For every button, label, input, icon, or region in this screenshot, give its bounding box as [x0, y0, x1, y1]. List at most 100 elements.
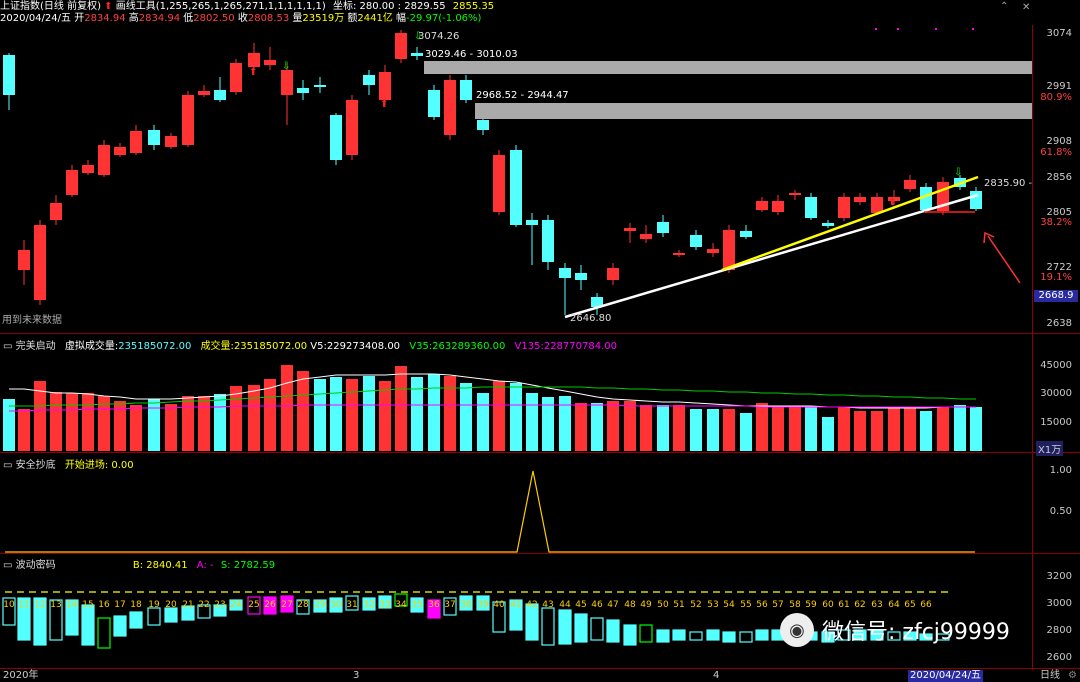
volume-bar [542, 397, 554, 451]
safety-chart[interactable] [0, 453, 1032, 553]
candle-body [248, 53, 260, 67]
wave-index-label: 27 [281, 600, 292, 610]
wave-index-label: 54 [723, 600, 735, 610]
volume-bar [624, 401, 636, 451]
wave-axis-2800: 2800 [1046, 625, 1072, 636]
wave-bar [706, 629, 720, 641]
volume-bar [920, 411, 932, 451]
wave-bar [689, 631, 703, 641]
wave-index-label: 58 [789, 600, 801, 610]
settings-icon[interactable]: ⚙ [1068, 670, 1077, 681]
volume-bar [214, 394, 226, 451]
wave-bar [525, 603, 539, 641]
volume-panel-title: 完美启动 [15, 341, 56, 352]
candlestick-chart[interactable]: ⇩ ⇩ ⇩ ⬆ ⬆ ⬆ [0, 25, 1032, 333]
open-value: 2834.94 [84, 13, 126, 24]
volume-bar [690, 409, 702, 451]
volume-bar [98, 396, 110, 451]
price-axis-label: 80.9% [1040, 92, 1072, 103]
candle-body [723, 230, 735, 270]
level2-annotation: 2968.52 - 2944.47 [476, 90, 569, 101]
wave-index-label: 49 [640, 600, 652, 610]
wave-index-label: 39 [477, 600, 489, 610]
volume-bar [297, 371, 309, 451]
up-arrow-icon: ⬆ [249, 67, 257, 78]
volume-bar [575, 403, 587, 451]
v135-label: V135: [514, 341, 544, 352]
wave-index-label: 59 [805, 600, 817, 610]
wave-index-label: 30 [330, 600, 342, 610]
candle-body [3, 55, 15, 95]
volume-bar [904, 407, 916, 451]
wave-bar [837, 629, 851, 641]
volume-bar [379, 381, 391, 451]
a-value: - [210, 560, 214, 571]
price-axis-label: 3074 [1046, 28, 1072, 39]
volume-bar [640, 405, 652, 451]
down-arrow-icon: ⇩ [282, 61, 290, 72]
wave-bar [623, 624, 637, 646]
wave-axis-3000: 3000 [1046, 598, 1072, 609]
pointer-arrow-icon [987, 235, 1021, 284]
wave-index-label: 20 [165, 600, 177, 610]
candle-body [66, 170, 78, 195]
volume-bar [954, 405, 966, 451]
wave-bar [870, 629, 884, 641]
candle-body [591, 297, 603, 307]
wave-bar [362, 597, 376, 611]
volume-bar [314, 379, 326, 451]
volume-bar [723, 409, 735, 451]
v5-line [9, 373, 976, 409]
wave-index-label: 46 [591, 600, 603, 610]
virtual-vol-label: 虚拟成交量: [64, 341, 119, 352]
coord-label: 坐标: [332, 1, 357, 12]
price-axis-label: 2805 [1046, 207, 1072, 218]
volume-bar [82, 393, 94, 451]
right-axis-divider [1032, 25, 1033, 670]
virtual-vol-value: 235185072.00 [118, 341, 192, 352]
wave-bar [936, 633, 950, 641]
vol-value: 23519万 [302, 13, 345, 24]
window-close-icon[interactable]: ✕ [1022, 2, 1031, 13]
candle-body [624, 228, 636, 231]
perfect-start-icon: ▭ [3, 341, 13, 352]
volume-bar [838, 407, 850, 451]
wave-bar [17, 597, 31, 641]
wave-bar [345, 595, 359, 611]
wave-index-label: 66 [920, 600, 932, 610]
wave-index-label: 37 [444, 600, 455, 610]
wave-index-label: 43 [542, 600, 553, 610]
resistance-band-1 [424, 61, 1032, 74]
wave-bar [65, 599, 79, 636]
low-value: 2802.50 [193, 13, 235, 24]
draw-tool-label[interactable]: 画线工具(1,255,265,1,265,271,1,1,1,1,1,1) [115, 1, 326, 12]
price-axis-label: 2991 [1046, 81, 1072, 92]
wave-index-label: 45 [575, 600, 586, 610]
level1-annotation: 3029.46 - 3010.03 [425, 49, 518, 60]
window-menu-icon[interactable]: ⌃ [1000, 1, 1009, 12]
volume-bar [789, 406, 801, 451]
volume-bar [970, 407, 982, 451]
wave-axis-3200: 3200 [1046, 571, 1072, 582]
wave-bar [639, 624, 653, 643]
candle-body [230, 63, 242, 92]
open-label: 开 [74, 13, 85, 24]
time-axis-bar: 2020年 3 4 2020/04/24/五 日线 ⚙ [0, 670, 1080, 682]
candle-body [904, 180, 916, 189]
high-value: 2834.94 [138, 13, 181, 24]
candle-body [657, 222, 669, 233]
volume-chart[interactable] [0, 348, 1032, 452]
chg-value: -29.97(-1.06%) [406, 13, 482, 24]
candle-body [82, 165, 94, 173]
v135-value: 228770784.00 [543, 341, 617, 352]
volume-bar [888, 407, 900, 451]
volume-bar [198, 396, 210, 451]
volume-bar [756, 403, 768, 451]
candle-body [920, 187, 932, 210]
volume-bar [772, 406, 784, 451]
high-annotation: 3074.26 [418, 31, 460, 42]
candle-body [575, 273, 587, 280]
wave-bar [33, 597, 47, 646]
period-label[interactable]: 日线 [1040, 670, 1060, 681]
wave-chart[interactable]: 10 11 12 13 14 15 16 17 18 19 20 21 22 23 24 25 26 27 28 29… [0, 570, 1032, 668]
